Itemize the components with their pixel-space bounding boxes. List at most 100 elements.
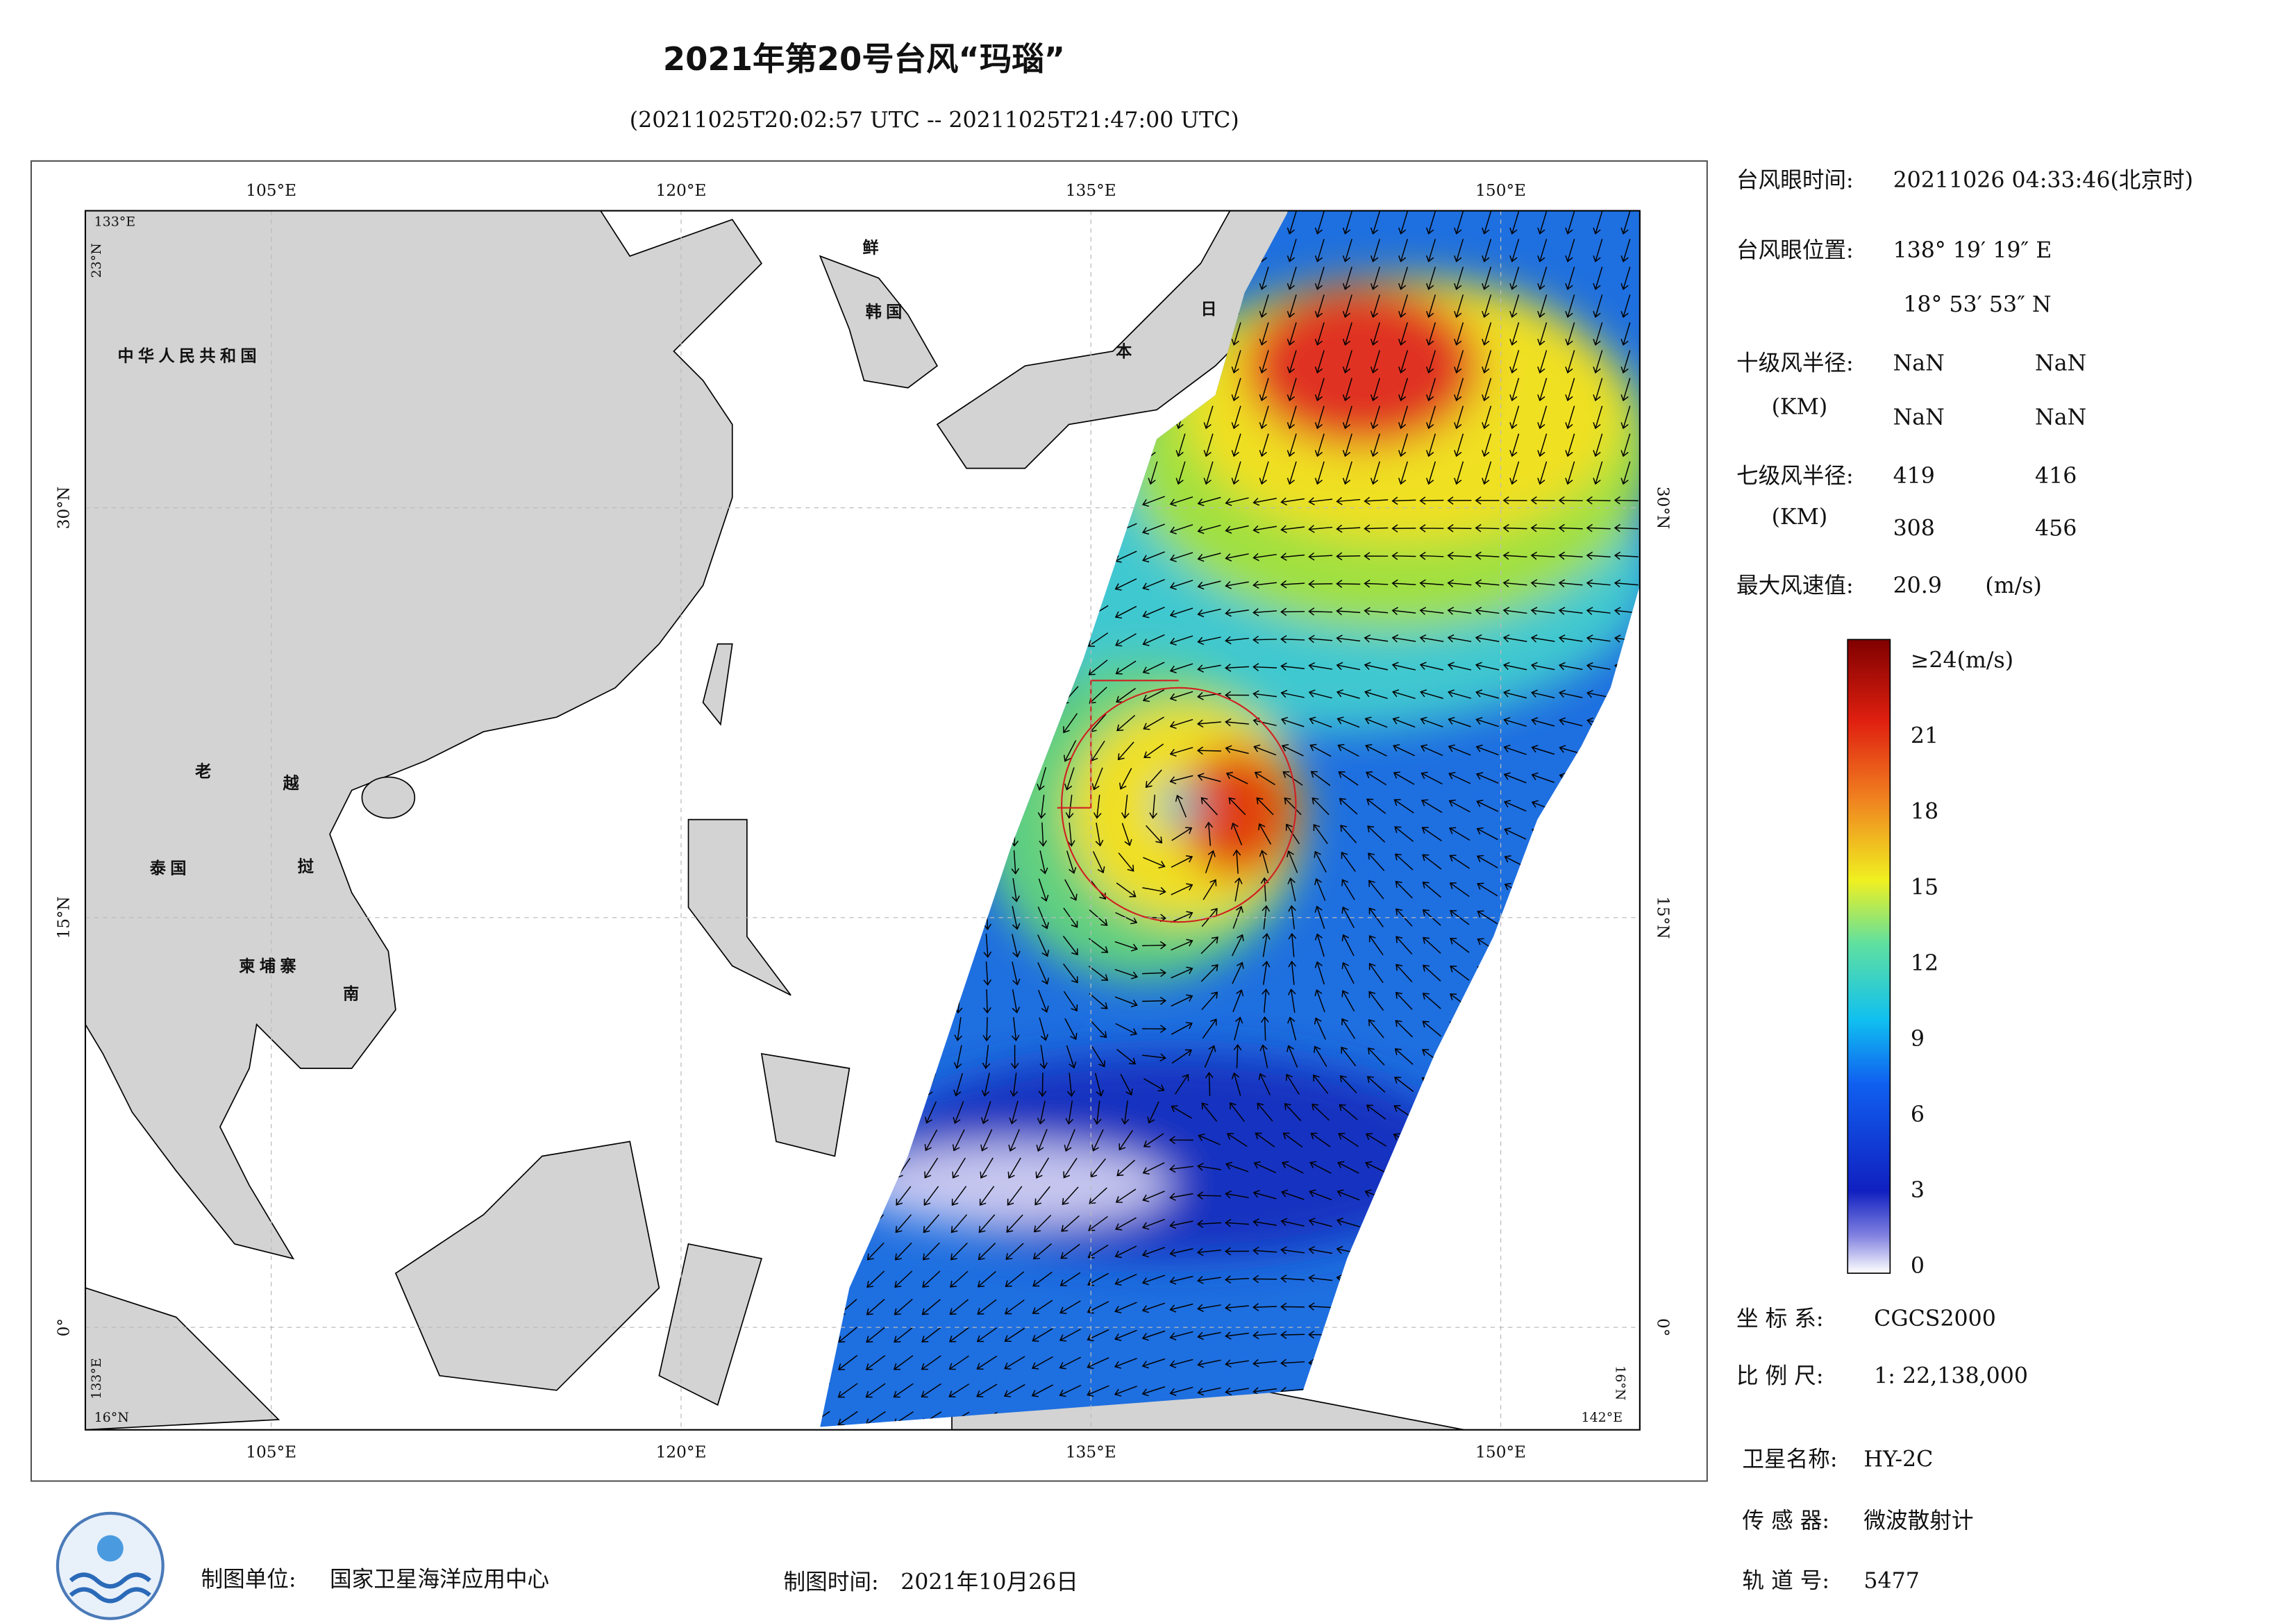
wind-arrow xyxy=(1255,1132,1275,1147)
place-label: 老 xyxy=(194,762,216,781)
wind-arrow xyxy=(1447,496,1472,505)
wind-arrow xyxy=(1252,1331,1277,1340)
wind-arrow xyxy=(1398,322,1408,346)
info-value: NaN xyxy=(2035,405,2086,430)
wind-arrow xyxy=(1087,632,1109,647)
wind-arrow xyxy=(1175,433,1186,457)
swath-field xyxy=(1244,285,1479,447)
lat-label: 30°N xyxy=(54,487,73,529)
wind-arrow xyxy=(1392,689,1416,699)
wind-arrow xyxy=(921,1327,941,1343)
wind-arrow xyxy=(1169,1331,1193,1340)
info-value: NaN xyxy=(2035,351,2086,376)
wind-arrow xyxy=(1341,879,1355,900)
wind-arrow xyxy=(1066,822,1075,847)
wind-arrow xyxy=(1308,580,1333,589)
wind-arrow xyxy=(1336,662,1361,671)
wind-arrow xyxy=(1314,322,1325,346)
wind-arrow xyxy=(1530,496,1555,505)
wind-arrow xyxy=(1342,405,1352,430)
wind-arrow xyxy=(1476,855,1498,868)
wind-arrow xyxy=(1171,1049,1192,1064)
wind-arrow xyxy=(1201,991,1218,1011)
wind-arrow xyxy=(1196,1191,1221,1200)
wind-arrow xyxy=(1232,849,1241,874)
wind-arrow xyxy=(1448,772,1471,784)
wind-arrow xyxy=(1121,794,1130,819)
wind-arrow xyxy=(1142,606,1165,619)
wind-arrow xyxy=(1586,607,1611,615)
corner-label: 133°E xyxy=(94,214,136,229)
wind-arrow xyxy=(1368,880,1384,900)
wind-arrow xyxy=(1280,689,1305,698)
info-label: 最大风速值: xyxy=(1736,573,1854,598)
wind-arrow xyxy=(1232,989,1244,1012)
wind-arrow xyxy=(1308,1274,1333,1283)
wind-arrow xyxy=(1287,378,1297,402)
wind-arrow xyxy=(1586,662,1611,671)
wind-arrow xyxy=(1032,1243,1053,1260)
wind-arrow xyxy=(1565,461,1575,485)
wind-arrow xyxy=(1593,239,1603,262)
wind-arrow xyxy=(1509,378,1520,402)
wind-arrow xyxy=(1142,1025,1167,1034)
wind-arrow xyxy=(1280,525,1305,534)
wind-arrow xyxy=(1087,1357,1109,1370)
wind-arrow xyxy=(1482,350,1492,374)
wind-arrow xyxy=(894,1270,913,1288)
wind-arrow xyxy=(1454,211,1464,235)
wind-arrow xyxy=(1142,996,1167,1005)
lat-label: 30°N xyxy=(1653,487,1672,529)
wind-arrow xyxy=(1475,689,1500,699)
wind-arrow xyxy=(1091,1046,1106,1068)
wind-arrow xyxy=(1287,211,1297,235)
wind-arrow xyxy=(1225,1218,1249,1227)
wind-arrow xyxy=(1064,879,1078,901)
colorbar-label: ≥24(m/s) xyxy=(1911,648,2013,673)
wind-arrow xyxy=(1142,886,1166,895)
wind-arrow xyxy=(1225,1359,1249,1368)
wind-arrow xyxy=(1565,267,1575,290)
wind-arrow xyxy=(1336,689,1360,699)
wind-arrow xyxy=(1558,523,1583,532)
wind-arrow xyxy=(1620,239,1631,262)
wind-arrow xyxy=(1143,857,1166,868)
wind-arrow xyxy=(1280,607,1305,616)
wind-arrow xyxy=(1420,744,1443,756)
wind-arrow xyxy=(1537,267,1548,290)
wind-arrow xyxy=(1253,744,1277,756)
wind-arrow xyxy=(1364,689,1388,699)
wind-arrow xyxy=(1565,350,1575,374)
wind-arrow xyxy=(838,1327,857,1343)
wind-arrow xyxy=(1231,1072,1241,1096)
wind-arrow xyxy=(1088,659,1108,675)
wind-arrow xyxy=(1280,635,1305,644)
wind-arrow xyxy=(1259,322,1269,346)
wind-arrow xyxy=(1341,961,1355,984)
wind-arrow xyxy=(1558,496,1583,505)
wind-arrow xyxy=(1426,322,1436,346)
wind-arrow xyxy=(1197,580,1221,590)
wind-arrow xyxy=(1200,797,1218,816)
place-label: 本 xyxy=(1116,342,1137,361)
wind-arrow xyxy=(948,1355,969,1370)
wind-arrow xyxy=(1447,579,1472,588)
footer-value: 2021年10月26日 xyxy=(900,1570,1078,1595)
wind-arrow xyxy=(1011,1017,1020,1042)
wind-arrow xyxy=(1339,798,1358,815)
wind-arrow xyxy=(1093,794,1102,819)
wind-arrow xyxy=(1149,794,1157,819)
wind-arrow xyxy=(1593,405,1603,430)
wind-arrow xyxy=(1142,1191,1165,1202)
wind-arrow xyxy=(1284,1102,1302,1122)
wind-arrow xyxy=(1337,743,1359,757)
wind-arrow xyxy=(1620,350,1631,374)
wind-arrow xyxy=(1059,1328,1081,1342)
wind-arrow xyxy=(1565,211,1575,235)
wind-arrow xyxy=(1419,634,1444,643)
wind-arrow xyxy=(1114,605,1137,619)
wind-arrow xyxy=(1593,378,1603,402)
wind-arrow xyxy=(1502,662,1527,671)
wind-arrow xyxy=(1203,405,1214,430)
wind-arrow xyxy=(1063,740,1077,762)
